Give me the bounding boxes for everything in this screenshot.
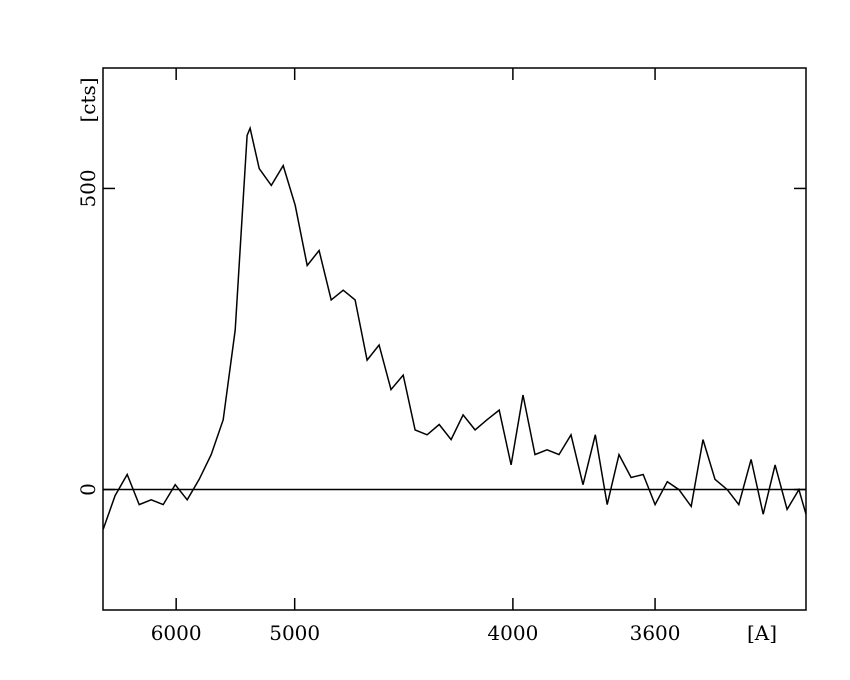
x-tick-label: 3600 — [630, 621, 681, 645]
spectrum-line — [102, 125, 807, 530]
y-axis-label: [cts] — [76, 77, 100, 122]
x-tick-label: 4000 — [487, 621, 538, 645]
plot-frame — [102, 67, 807, 611]
x-axis-label: [A] — [747, 621, 777, 645]
x-tick-label: 6000 — [151, 621, 202, 645]
y-tick-label: 0 — [76, 483, 100, 496]
y-tick-label: 500 — [76, 169, 100, 207]
x-tick-label: 5000 — [269, 621, 320, 645]
